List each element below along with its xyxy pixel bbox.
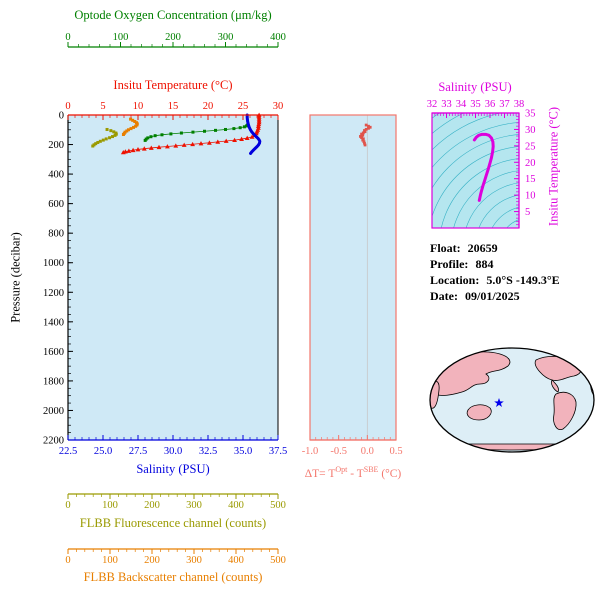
svg-text:32.5: 32.5 [199,446,217,457]
svg-text:500: 500 [270,500,286,511]
ts-diagram [431,112,520,229]
profile-number-row: Profile: 884 [430,257,560,272]
fluorescence-axis-label: FLBB Fluorescence channel (counts) [79,516,267,530]
delta-t-label-part: - T [347,467,364,480]
temperature-axis-label: Insitu Temperature (°C) [113,78,233,92]
location-label: Location: [430,273,480,287]
delta-t-label-sup-sbe: SBE [363,465,379,474]
svg-text:800: 800 [48,229,64,240]
svg-text:35: 35 [525,109,536,120]
delta-t-label-sup-opt: Opt [335,465,348,474]
svg-text:30.0: 30.0 [164,446,182,457]
svg-text:10: 10 [525,191,536,202]
svg-text:0: 0 [65,500,70,511]
svg-text:38: 38 [514,99,525,110]
svg-text:1000: 1000 [43,258,64,269]
profile-value: 884 [475,257,494,271]
svg-text:300: 300 [186,555,202,566]
svg-text:-1.0: -1.0 [302,446,319,457]
svg-text:400: 400 [228,500,244,511]
backscatter-axis-label: FLBB Backscatter channel (counts) [83,570,263,584]
svg-text:0: 0 [65,32,70,43]
svg-text:20: 20 [203,101,214,112]
float-label: Float: [430,241,461,255]
location-row: Location: 5.0°S -149.3°E [430,273,560,288]
salinity-axis-label: Salinity (PSU) [136,462,210,476]
svg-text:300: 300 [218,32,234,43]
svg-text:200: 200 [144,555,160,566]
svg-text:400: 400 [48,170,64,181]
svg-text:34: 34 [456,99,467,110]
svg-text:100: 100 [113,32,129,43]
svg-text:400: 400 [270,32,286,43]
svg-text:0.0: 0.0 [361,446,374,457]
pressure-axis-label: Pressure (decibar) [8,232,23,323]
svg-text:15: 15 [168,101,179,112]
svg-text:500: 500 [270,555,286,566]
svg-text:27.5: 27.5 [129,446,147,457]
svg-text:400: 400 [228,555,244,566]
svg-text:100: 100 [102,500,118,511]
delta-t-axis-label: ΔT= TOpt - TSBE (°C) [293,462,413,482]
svg-text:600: 600 [48,199,64,210]
float-info-block: Float: 20659 Profile: 884 Location: 5.0°S -… [430,241,560,305]
svg-text:35: 35 [470,99,481,110]
delta-t-label-part: ΔT= T [304,467,336,480]
svg-text:1200: 1200 [43,288,64,299]
svg-text:30: 30 [273,101,284,112]
svg-text:25.0: 25.0 [94,446,112,457]
main-profile-plot [67,42,279,554]
svg-text:1400: 1400 [43,317,64,328]
date-row: Date: 09/01/2025 [430,289,560,304]
date-label: Date: [430,289,458,303]
svg-text:2000: 2000 [43,406,64,417]
svg-text:0: 0 [65,555,70,566]
world-map [429,347,595,453]
float-value: 20659 [467,241,498,255]
delta-t-plot [309,114,397,441]
svg-text:37.5: 37.5 [269,446,287,457]
svg-text:0.5: 0.5 [389,446,402,457]
svg-text:15: 15 [525,174,536,185]
svg-text:36: 36 [485,99,496,110]
svg-text:200: 200 [48,140,64,151]
svg-text:20: 20 [525,158,536,169]
oxygen-axis-label: Optode Oxygen Concentration (μm/kg) [74,8,272,22]
svg-text:32: 32 [427,99,438,110]
date-value: 09/01/2025 [464,289,520,303]
svg-text:0: 0 [65,101,70,112]
float-number-row: Float: 20659 [430,241,560,256]
svg-text:25: 25 [525,141,536,152]
svg-text:5: 5 [525,207,530,218]
ts-temperature-axis-label: Insitu Temperature (°C) [546,106,561,227]
svg-text:2200: 2200 [43,436,64,447]
delta-t-label-part: (°C) [378,467,402,480]
svg-text:33: 33 [441,99,452,110]
ts-salinity-axis-label: Salinity (PSU) [438,80,512,94]
location-value: 5.0°S -149.3°E [486,273,560,287]
svg-text:0: 0 [59,111,64,122]
svg-text:25: 25 [238,101,249,112]
svg-text:300: 300 [186,500,202,511]
svg-text:37: 37 [499,99,510,110]
svg-text:-0.5: -0.5 [330,446,347,457]
svg-text:5: 5 [100,101,105,112]
svg-text:100: 100 [102,555,118,566]
svg-text:1800: 1800 [43,376,64,387]
svg-text:200: 200 [165,32,181,43]
svg-text:22.5: 22.5 [59,446,77,457]
svg-text:1600: 1600 [43,347,64,358]
svg-text:200: 200 [144,500,160,511]
svg-text:30: 30 [525,125,536,136]
svg-text:10: 10 [133,101,144,112]
profile-label: Profile: [430,257,469,271]
float-location-star [494,398,504,407]
svg-text:35.0: 35.0 [234,446,252,457]
